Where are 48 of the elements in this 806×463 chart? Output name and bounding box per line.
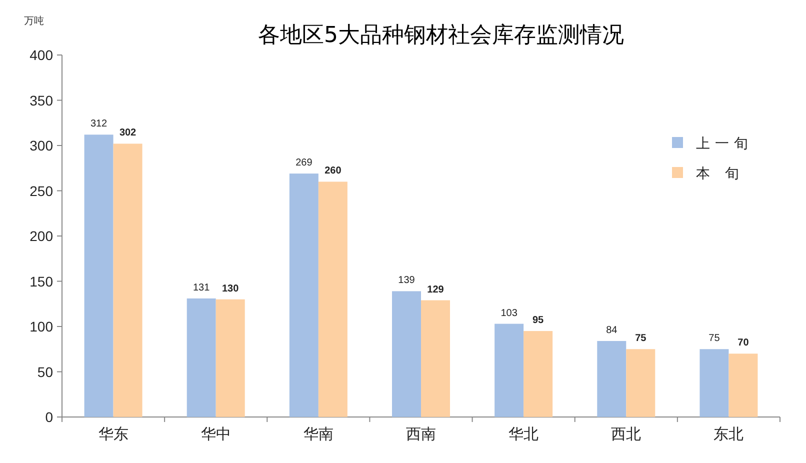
data-label: 103 bbox=[500, 308, 518, 319]
bar bbox=[626, 349, 656, 417]
data-label: 131 bbox=[193, 282, 210, 294]
data-label: 75 bbox=[708, 333, 720, 344]
bar bbox=[113, 144, 142, 417]
bar bbox=[186, 298, 216, 417]
data-label: 260 bbox=[324, 166, 342, 177]
data-label: 312 bbox=[90, 118, 108, 130]
x-tick-label: 西南 bbox=[406, 426, 436, 443]
x-tick-label: 华东 bbox=[98, 426, 128, 443]
bar bbox=[289, 174, 318, 417]
data-label: 129 bbox=[427, 284, 444, 296]
y-tick-label: 250 bbox=[30, 182, 54, 199]
y-tick-label: 300 bbox=[30, 138, 54, 154]
y-tick-label: 200 bbox=[30, 228, 54, 244]
y-axis-title: 万吨 bbox=[24, 15, 44, 27]
bar bbox=[524, 331, 553, 417]
data-label: 70 bbox=[738, 338, 750, 349]
bar bbox=[494, 324, 524, 417]
x-tick-label: 华北 bbox=[508, 426, 539, 443]
bar bbox=[318, 182, 348, 417]
y-tick-label: 150 bbox=[30, 273, 54, 290]
data-label: 84 bbox=[606, 324, 618, 336]
y-tick-label: 50 bbox=[37, 364, 54, 380]
x-tick-label: 华中 bbox=[200, 426, 231, 443]
bar bbox=[421, 300, 450, 417]
y-tick-label: 350 bbox=[30, 92, 54, 108]
x-tick-label: 华南 bbox=[303, 426, 334, 443]
y-tick-label: 100 bbox=[30, 318, 54, 334]
y-tick-label: 400 bbox=[30, 47, 54, 63]
chart-title: 各地区5大品种钢材社会库存监测情况 bbox=[258, 23, 624, 48]
x-tick-label: 东北 bbox=[714, 426, 744, 443]
data-label: 302 bbox=[119, 128, 137, 139]
data-label: 139 bbox=[398, 275, 416, 286]
y-tick-label: 0 bbox=[45, 409, 54, 425]
legend-label: 上一旬 bbox=[696, 135, 753, 151]
data-label: 130 bbox=[222, 283, 240, 294]
x-tick-label: 西北 bbox=[611, 426, 642, 443]
bar bbox=[392, 291, 421, 417]
data-label: 75 bbox=[635, 333, 647, 344]
bar bbox=[728, 354, 758, 417]
bar bbox=[216, 299, 245, 417]
data-label: 95 bbox=[532, 315, 544, 326]
legend-label: 本旬 bbox=[696, 165, 754, 181]
bar bbox=[700, 349, 729, 417]
data-label: 269 bbox=[296, 158, 313, 169]
bar bbox=[84, 134, 114, 417]
bar bbox=[597, 340, 626, 417]
